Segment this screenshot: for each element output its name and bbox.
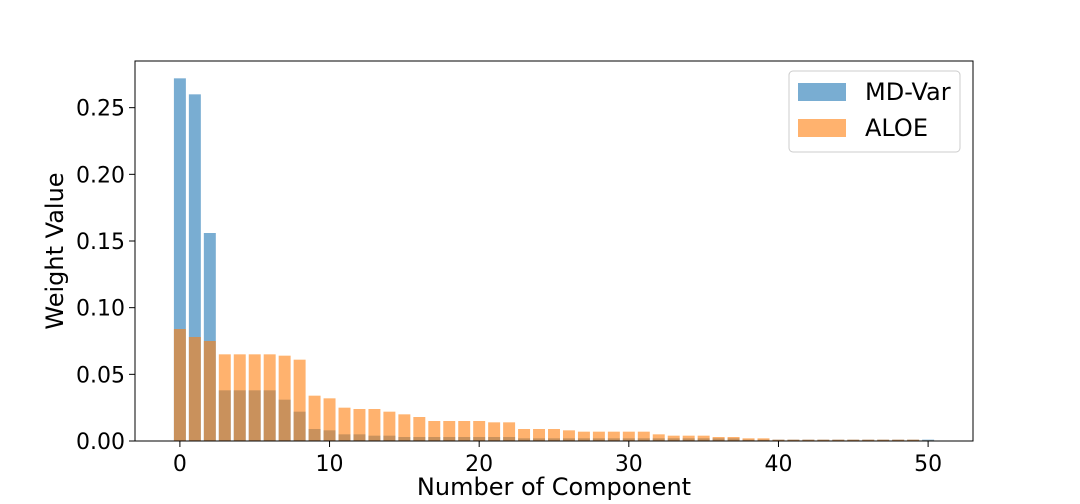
x-axis-label: Number of Component — [417, 473, 691, 501]
bar-aloe-5 — [248, 354, 261, 441]
bar-aloe-30 — [622, 431, 635, 441]
bar-aloe-35 — [697, 435, 710, 441]
bar-aloe-2 — [203, 341, 216, 441]
bar-aloe-42 — [802, 439, 815, 441]
bar-aloe-12 — [353, 409, 366, 441]
x-tick-label-30: 30 — [615, 452, 643, 477]
y-axis-label: Weight Value — [41, 172, 69, 329]
bar-aloe-20 — [473, 421, 486, 441]
bar-aloe-17 — [428, 421, 441, 441]
bar-aloe-16 — [413, 417, 426, 441]
plot-frame — [134, 60, 974, 442]
x-tick-label-50: 50 — [914, 452, 942, 477]
bar-aloe-1 — [188, 337, 201, 441]
y-tick-label-0: 0.00 — [76, 430, 125, 455]
bar-aloe-38 — [742, 438, 755, 441]
bar-aloe-8 — [293, 359, 306, 441]
bar-aloe-0 — [173, 329, 186, 441]
bar-md-var-1 — [188, 94, 201, 441]
x-tick-label-0: 0 — [173, 452, 187, 477]
bar-aloe-36 — [712, 437, 725, 441]
bar-aloe-15 — [398, 414, 411, 441]
bar-aloe-4 — [233, 354, 246, 441]
bar-aloe-21 — [488, 422, 501, 441]
bar-aloe-24 — [533, 429, 546, 441]
bars-layer — [173, 78, 935, 441]
bar-aloe-31 — [637, 431, 650, 441]
bar-aloe-3 — [218, 354, 231, 441]
bar-aloe-22 — [503, 422, 516, 441]
y-tick-label-5: 0.25 — [76, 97, 125, 122]
y-tick-label-1: 0.05 — [76, 363, 125, 388]
bar-aloe-32 — [652, 434, 665, 441]
bar-aloe-48 — [892, 439, 905, 441]
bar-aloe-29 — [607, 431, 620, 441]
x-axis-ticks: 0 10 20 30 40 50 — [173, 441, 942, 477]
bar-aloe-49 — [907, 439, 920, 441]
x-tick-label-40: 40 — [764, 452, 792, 477]
y-tick-label-4: 0.20 — [76, 163, 125, 188]
bar-aloe-40 — [772, 439, 785, 441]
bar-aloe-25 — [548, 429, 560, 441]
legend: MD-Var ALOE — [788, 70, 961, 153]
bar-aloe-26 — [562, 430, 575, 441]
bar-aloe-9 — [308, 395, 321, 441]
bar-aloe-13 — [368, 409, 381, 441]
bar-aloe-33 — [667, 435, 680, 441]
bar-aloe-28 — [592, 431, 605, 441]
legend-label-aloe: ALOE — [865, 114, 928, 142]
bar-aloe-41 — [787, 439, 800, 441]
bar-aloe-7 — [278, 355, 291, 441]
bar-aloe-14 — [383, 411, 396, 441]
bar-md-var-0 — [173, 78, 186, 441]
bar-aloe-23 — [518, 429, 531, 441]
bar-aloe-37 — [727, 437, 740, 441]
bar-aloe-27 — [577, 431, 590, 441]
x-tick-label-20: 20 — [465, 452, 493, 477]
bar-aloe-46 — [862, 439, 875, 441]
bar-aloe-10 — [323, 398, 336, 441]
bar-aloe-34 — [682, 435, 695, 441]
legend-swatch-aloe — [798, 119, 846, 137]
bar-aloe-39 — [757, 438, 770, 441]
y-tick-label-3: 0.15 — [76, 230, 125, 255]
bar-aloe-6 — [263, 354, 276, 441]
x-tick-label-10: 10 — [316, 452, 344, 477]
y-axis-ticks: 0.00 0.05 0.10 0.15 0.20 0.25 — [76, 97, 135, 455]
bar-md-var-50 — [922, 439, 935, 441]
bar-aloe-43 — [817, 439, 830, 441]
bar-aloe-11 — [338, 407, 351, 441]
bar-md-var-2 — [203, 233, 216, 441]
bar-aloe-45 — [847, 439, 860, 441]
legend-swatch-md-var — [798, 83, 846, 101]
bar-aloe-47 — [877, 439, 890, 441]
y-tick-label-2: 0.10 — [76, 297, 125, 322]
bar-aloe-44 — [832, 439, 845, 441]
legend-label-md-var: MD-Var — [865, 78, 951, 106]
bar-aloe-18 — [443, 421, 456, 441]
bar-aloe-19 — [458, 421, 471, 441]
